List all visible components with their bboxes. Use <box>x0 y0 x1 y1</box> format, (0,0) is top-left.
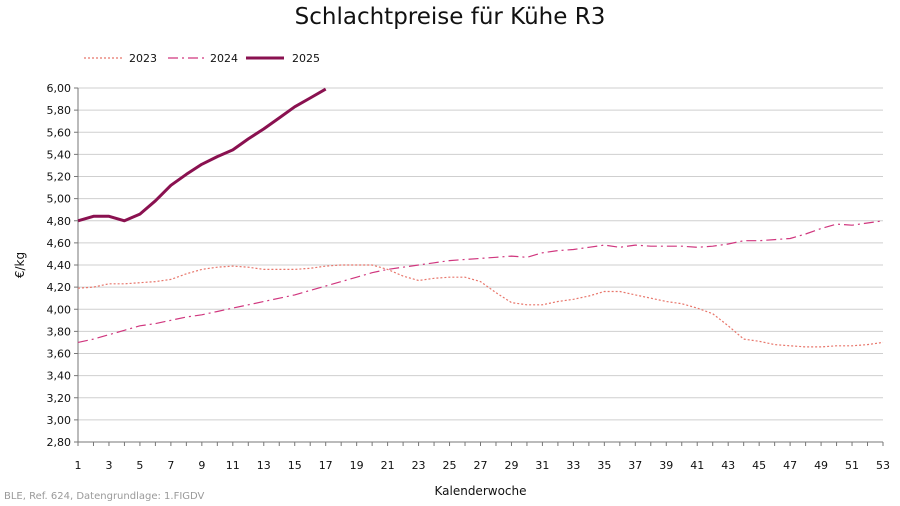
series-line-2025 <box>77 87 327 223</box>
series-line-2024 <box>77 220 884 343</box>
y-tick-label: 4,20 <box>47 281 72 294</box>
y-tick-label: 2,80 <box>47 436 72 449</box>
x-tick-label: 25 <box>443 459 457 472</box>
x-tick-label: 47 <box>783 459 797 472</box>
x-tick-label: 45 <box>752 459 766 472</box>
y-tick-label: 4,80 <box>47 215 72 228</box>
x-tick-label: 17 <box>319 459 333 472</box>
y-tick-label: 5,00 <box>47 193 72 206</box>
x-tick-label: 41 <box>690 459 704 472</box>
series-line-2023 <box>77 264 884 348</box>
y-tick-label: 5,60 <box>47 126 72 139</box>
y-tick-label: 5,40 <box>47 148 72 161</box>
x-tick-label: 5 <box>136 459 143 472</box>
legend-label-2023: 2023 <box>129 52 157 65</box>
chart-title: Schlachtpreise für Kühe R3 <box>294 4 606 30</box>
y-tick-label: 4,00 <box>47 303 72 316</box>
x-tick-label: 37 <box>628 459 642 472</box>
x-tick-label: 33 <box>566 459 580 472</box>
y-tick-label: 6,00 <box>47 82 72 95</box>
y-tick-label: 5,20 <box>47 171 72 184</box>
data-series <box>77 87 884 348</box>
x-tick-label: 15 <box>288 459 302 472</box>
x-tick-label: 11 <box>226 459 240 472</box>
x-tick-label: 31 <box>535 459 549 472</box>
x-tick-label: 35 <box>597 459 611 472</box>
axes: 2,80 3,00 3,20 3,40 3,60 3,80 4,00 4,20 4,40 4,60… <box>47 82 891 472</box>
y-tick-label: 3,40 <box>47 370 72 383</box>
y-tick-label: 3,20 <box>47 392 72 405</box>
legend-label-2024: 2024 <box>210 52 238 65</box>
x-axis-title: Kalenderwoche <box>434 484 526 498</box>
y-tick-label: 4,40 <box>47 259 72 272</box>
x-tick-label: 29 <box>504 459 518 472</box>
y-tick-label: 5,80 <box>47 104 72 117</box>
x-tick-label: 9 <box>198 459 205 472</box>
x-tick-label: 13 <box>257 459 271 472</box>
x-tick-label: 39 <box>659 459 673 472</box>
legend-label-2025: 2025 <box>292 52 320 65</box>
x-tick-label: 23 <box>412 459 426 472</box>
x-tick-label: 1 <box>75 459 82 472</box>
y-tick-label: 3,80 <box>47 325 72 338</box>
x-tick-label: 51 <box>845 459 859 472</box>
x-tick-label: 27 <box>474 459 488 472</box>
source-note: BLE, Ref. 624, Datengrundlage: 1.FIGDV <box>4 491 205 502</box>
x-tick-label: 3 <box>105 459 112 472</box>
y-tick-label: 3,60 <box>47 348 72 361</box>
y-tick-label: 3,00 <box>47 414 72 427</box>
x-tick-label: 53 <box>876 459 890 472</box>
grid-lines <box>78 87 883 443</box>
x-tick-label: 21 <box>381 459 395 472</box>
y-axis-title: €/kg <box>13 252 27 278</box>
y-tick-label: 4,60 <box>47 237 72 250</box>
x-tick-label: 7 <box>167 459 174 472</box>
legend: 2023 2024 2025 <box>84 52 320 65</box>
x-tick-label: 43 <box>721 459 735 472</box>
x-tick-label: 49 <box>814 459 828 472</box>
x-tick-label: 19 <box>350 459 364 472</box>
